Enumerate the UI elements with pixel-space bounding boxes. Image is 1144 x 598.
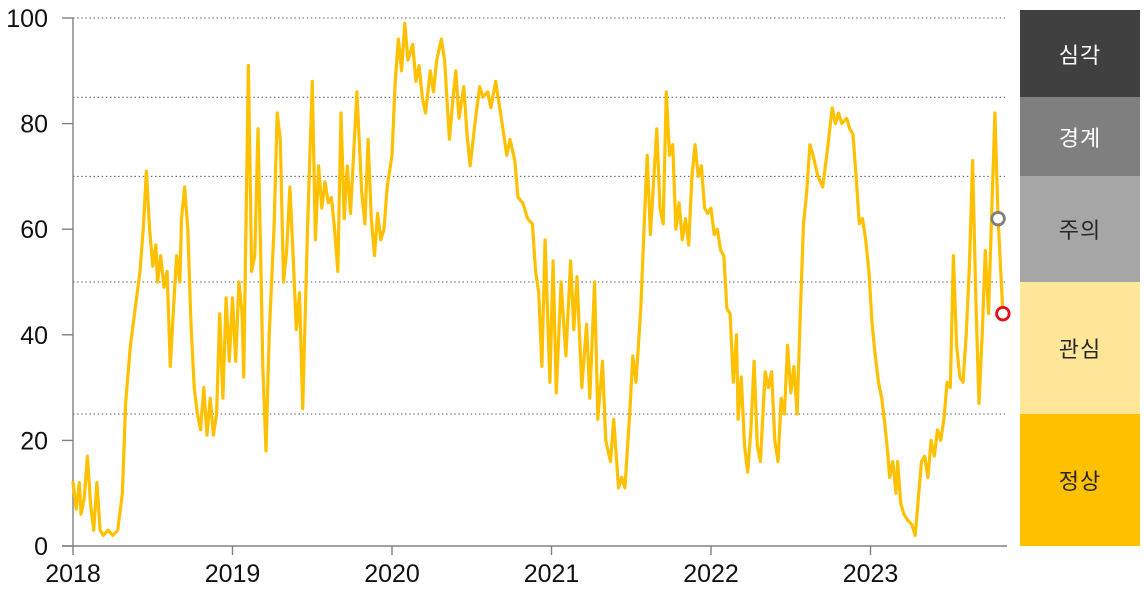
- y-axis-tick-label: 80: [20, 111, 48, 139]
- legend-band-주의: 주의: [1020, 176, 1140, 282]
- marker-red-circle: [995, 305, 1011, 322]
- x-axis-tick-label: 2021: [524, 560, 580, 588]
- y-axis-tick-label: 40: [20, 322, 48, 350]
- marker-gray-circle: [990, 210, 1006, 227]
- y-axis-tick-label: 100: [6, 5, 48, 33]
- y-axis-tick-label: 20: [20, 427, 48, 455]
- series-line-index: [71, 21, 1005, 537]
- y-axis-tick-label: 0: [34, 533, 48, 561]
- legend-band-label: 심각: [1058, 42, 1102, 68]
- x-axis-tick-label: 2022: [683, 560, 739, 588]
- y-axis-tick-label: 60: [20, 216, 48, 244]
- x-axis-tick-label: 2023: [843, 560, 899, 588]
- legend-band-정상: 정상: [1020, 414, 1140, 546]
- x-axis-tick-label: 2019: [205, 560, 261, 588]
- x-axis-tick-label: 2020: [364, 560, 420, 588]
- legend-band-심각: 심각: [1020, 10, 1140, 98]
- legend-band-관심: 관심: [1020, 282, 1140, 414]
- legend-band-label: 경계: [1058, 125, 1102, 151]
- legend-band-label: 주의: [1058, 218, 1102, 244]
- legend-band-label: 관심: [1058, 337, 1102, 362]
- legend-band-label: 정상: [1058, 469, 1102, 494]
- x-axis-tick-label: 2018: [45, 560, 101, 588]
- legend-band-경계: 경계: [1020, 97, 1140, 177]
